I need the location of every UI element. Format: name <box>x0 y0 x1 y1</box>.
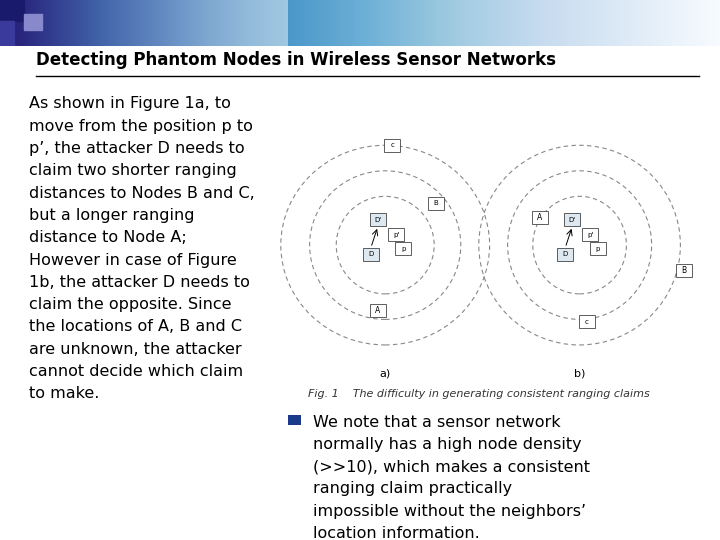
Text: p’, the attacker D needs to: p’, the attacker D needs to <box>29 141 244 156</box>
Text: move from the position p to: move from the position p to <box>29 119 253 134</box>
Bar <box>370 213 386 226</box>
Text: b): b) <box>574 368 585 378</box>
Text: B: B <box>433 200 438 206</box>
Text: Detecting Phantom Nodes in Wireless Sensor Networks: Detecting Phantom Nodes in Wireless Sens… <box>35 51 556 70</box>
Bar <box>532 211 548 224</box>
Text: a): a) <box>379 368 391 378</box>
Text: c: c <box>585 319 589 325</box>
Text: p: p <box>595 246 600 252</box>
Text: but a longer ranging: but a longer ranging <box>29 208 194 223</box>
Text: p': p' <box>588 232 593 238</box>
Text: are unknown, the attacker: are unknown, the attacker <box>29 342 241 357</box>
Bar <box>395 242 411 255</box>
Text: As shown in Figure 1a, to: As shown in Figure 1a, to <box>29 97 230 111</box>
Text: the locations of A, B and C: the locations of A, B and C <box>29 320 242 334</box>
Bar <box>564 213 580 226</box>
Bar <box>582 228 598 241</box>
Text: D: D <box>368 252 374 258</box>
Bar <box>579 315 595 328</box>
Bar <box>288 415 301 425</box>
Text: p: p <box>401 246 405 252</box>
Text: distances to Nodes B and C,: distances to Nodes B and C, <box>29 186 255 201</box>
Text: 1b, the attacker D needs to: 1b, the attacker D needs to <box>29 275 250 290</box>
Text: B: B <box>681 266 687 275</box>
Text: D': D' <box>569 217 576 222</box>
Text: distance to Node A;: distance to Node A; <box>29 230 186 245</box>
Bar <box>0 21 14 46</box>
Text: D': D' <box>374 217 382 222</box>
Bar <box>590 242 606 255</box>
Text: A: A <box>537 213 543 222</box>
Bar <box>676 264 692 277</box>
Text: A: A <box>375 306 381 315</box>
Text: impossible without the neighbors’: impossible without the neighbors’ <box>313 504 586 519</box>
Text: claim two shorter ranging: claim two shorter ranging <box>29 164 237 178</box>
Text: location information.: location information. <box>313 526 480 540</box>
Text: normally has a high node density: normally has a high node density <box>313 437 582 452</box>
Text: c: c <box>390 142 395 149</box>
Text: (>>10), which makes a consistent: (>>10), which makes a consistent <box>313 459 590 474</box>
Bar <box>0 0 24 21</box>
Text: to make.: to make. <box>29 386 99 401</box>
Text: Fig. 1    The difficulty in generating consistent ranging claims: Fig. 1 The difficulty in generating cons… <box>308 389 649 399</box>
Bar <box>384 139 400 152</box>
Text: We note that a sensor network: We note that a sensor network <box>313 415 561 430</box>
Text: cannot decide which claim: cannot decide which claim <box>29 364 243 379</box>
Bar <box>363 248 379 261</box>
Bar <box>370 303 386 316</box>
Bar <box>388 228 404 241</box>
Bar <box>428 197 444 210</box>
Bar <box>557 248 573 261</box>
Bar <box>24 14 42 30</box>
Text: However in case of Figure: However in case of Figure <box>29 253 237 267</box>
Text: claim the opposite. Since: claim the opposite. Since <box>29 297 231 312</box>
Text: ranging claim practically: ranging claim practically <box>313 482 513 496</box>
Text: D: D <box>562 252 568 258</box>
Text: p': p' <box>393 232 399 238</box>
